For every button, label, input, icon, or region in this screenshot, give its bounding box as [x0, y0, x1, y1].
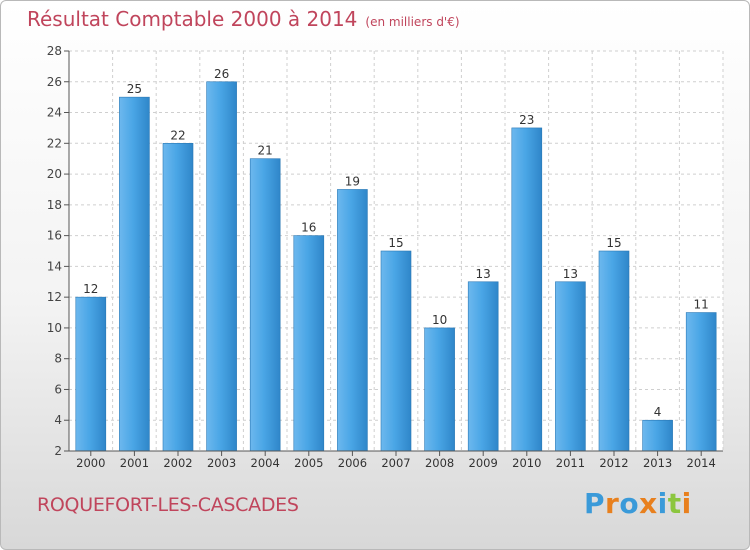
y-tick-label: 10	[47, 321, 62, 335]
bar-value-label: 11	[694, 298, 709, 312]
bar	[75, 296, 107, 452]
bar-value-label: 15	[606, 236, 621, 250]
y-tick-label: 24	[47, 106, 62, 120]
y-tick-label: 26	[47, 75, 62, 89]
bar-value-label: 19	[345, 174, 360, 188]
y-tick-label: 8	[54, 352, 62, 366]
x-tick-label: 2011	[556, 456, 585, 470]
bar	[337, 189, 368, 452]
y-tick-label: 22	[47, 136, 62, 150]
bar	[685, 312, 717, 452]
bar	[119, 96, 150, 452]
y-tick-label: 4	[54, 413, 62, 427]
bar	[249, 158, 281, 452]
x-tick-label: 2007	[381, 456, 410, 470]
bar	[380, 250, 412, 452]
x-tick-label: 2008	[425, 456, 454, 470]
bar-value-label: 25	[127, 82, 142, 96]
bar-value-label: 13	[476, 267, 491, 281]
bar-value-label: 21	[258, 144, 273, 158]
y-tick-label: 2	[54, 444, 62, 458]
x-tick-label: 2004	[251, 456, 280, 470]
bar	[162, 143, 194, 452]
bar	[555, 281, 586, 452]
y-tick-label: 16	[47, 229, 62, 243]
bar-value-label: 12	[83, 282, 98, 296]
y-tick-label: 20	[47, 167, 62, 181]
bar-value-label: 22	[170, 128, 185, 142]
x-tick-label: 2009	[469, 456, 498, 470]
y-tick-label: 12	[47, 290, 62, 304]
x-tick-label: 2010	[512, 456, 541, 470]
bar	[511, 127, 543, 452]
bar	[467, 281, 499, 452]
bar-value-label: 23	[519, 113, 534, 127]
proxiti-logo: Proxiti	[584, 487, 692, 520]
commune-name: ROQUEFORT-LES-CASCADES	[37, 494, 299, 516]
bar	[206, 81, 237, 452]
x-tick-label: 2005	[294, 456, 323, 470]
chart-title: Résultat Comptable 2000 à 2014 (en millie…	[27, 7, 460, 31]
bar-value-label: 16	[301, 221, 316, 235]
bar	[598, 250, 630, 452]
bar-value-label: 10	[432, 313, 447, 327]
bar	[424, 327, 455, 452]
bar-value-label: 15	[388, 236, 403, 250]
unit-note: (en milliers d'€)	[365, 15, 460, 29]
x-tick-label: 2002	[163, 456, 192, 470]
y-tick-label: 28	[47, 44, 62, 58]
bar	[642, 419, 673, 452]
x-tick-label: 2003	[207, 456, 236, 470]
bar-layer	[75, 81, 717, 452]
y-tick-label: 18	[47, 198, 62, 212]
x-tick-label: 2001	[120, 456, 149, 470]
chart-title-text: Résultat Comptable 2000 à 2014	[27, 7, 358, 31]
bar-value-label: 13	[563, 267, 578, 281]
x-tick-label: 2006	[338, 456, 367, 470]
x-tick-label: 2013	[643, 456, 672, 470]
x-tick-label: 2012	[599, 456, 628, 470]
x-tick-label: 2014	[687, 456, 716, 470]
bar-value-label: 4	[654, 405, 662, 419]
bar	[293, 235, 325, 452]
label-layer: 12 25 22 26 21 16 19 15 10 13 23 13 15 4 11	[83, 67, 709, 419]
x-tick-label: 2000	[76, 456, 105, 470]
bar-value-label: 26	[214, 67, 229, 81]
y-tick-label: 6	[54, 382, 62, 396]
y-tick-label: 14	[47, 259, 62, 273]
